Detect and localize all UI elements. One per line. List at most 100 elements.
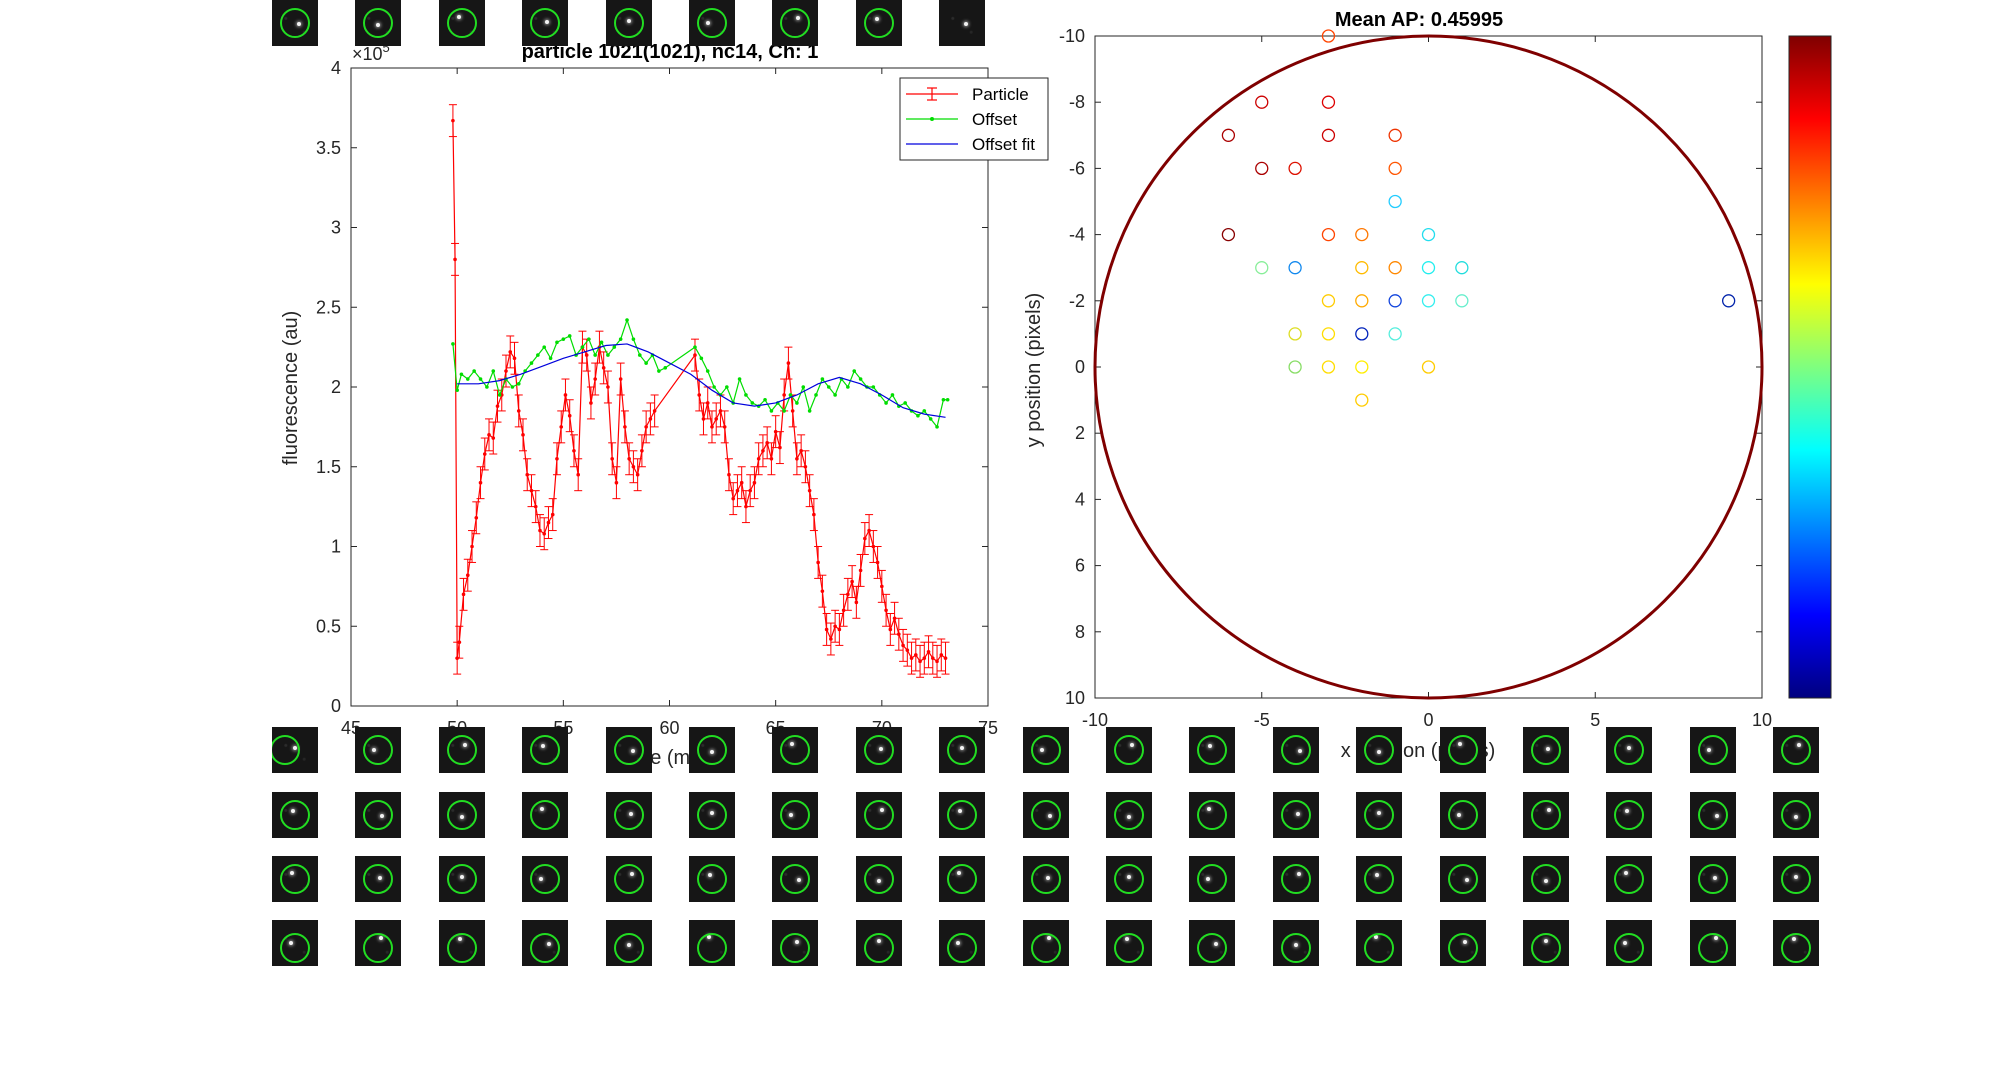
particle-ring — [697, 933, 727, 963]
particle-ring — [1114, 735, 1144, 765]
data-point-particle — [601, 366, 606, 370]
data-point-particle — [799, 449, 803, 453]
thumbnail-background — [1356, 792, 1402, 838]
data-point-particle — [516, 409, 521, 413]
particle-thumbnail — [1523, 920, 1569, 966]
data-point-offset — [782, 409, 786, 413]
data-point-particle — [610, 456, 614, 461]
particle-ring — [447, 735, 477, 765]
particle-ring — [363, 933, 393, 963]
data-point-particle — [572, 449, 576, 453]
particle-ring — [1031, 800, 1061, 830]
data-point-offset — [935, 425, 939, 429]
particle-ring — [1698, 800, 1728, 830]
particle-thumbnail — [856, 0, 902, 46]
particle-ring — [1448, 933, 1478, 963]
particle-ring — [447, 800, 477, 830]
data-point-offset — [612, 345, 617, 349]
particle-thumbnail — [1690, 856, 1736, 902]
particle-thumbnail — [1773, 920, 1819, 966]
data-point-particle — [820, 589, 825, 593]
particle-ring — [614, 933, 644, 963]
data-point-offset — [510, 385, 515, 389]
data-point-particle — [593, 377, 597, 381]
particle-thumbnail — [606, 856, 652, 902]
particle-ring — [780, 864, 810, 894]
data-point-particle — [504, 369, 508, 373]
particle-thumbnail — [1273, 792, 1319, 838]
particle-ring — [1614, 800, 1644, 830]
particle-thumbnail — [1523, 856, 1569, 902]
data-point-particle — [461, 592, 466, 597]
particle-thumbnail — [522, 920, 568, 966]
data-point-particle — [914, 653, 918, 657]
particle-thumbnail — [1356, 727, 1402, 773]
particle-ring — [363, 735, 393, 765]
data-point-particle — [584, 353, 589, 357]
particle-ring — [1698, 735, 1728, 765]
data-point-offset — [890, 393, 895, 397]
data-point-particle — [854, 600, 859, 605]
data-point-particle — [482, 452, 487, 456]
particle-ring — [614, 735, 644, 765]
particle-ring — [363, 864, 393, 894]
data-point-particle — [786, 361, 791, 365]
particle-thumbnail — [355, 792, 401, 838]
y-tick-label: 0.5 — [316, 616, 341, 636]
data-point-particle — [567, 413, 572, 418]
data-point-particle — [841, 608, 846, 613]
particle-thumbnail — [1189, 856, 1235, 902]
data-point-offset — [485, 385, 489, 389]
data-point-offset — [712, 385, 716, 389]
data-point-offset — [903, 401, 907, 405]
data-point-particle — [701, 417, 706, 421]
data-point-offset — [884, 401, 888, 405]
data-point-particle — [727, 472, 731, 477]
particle-ring — [864, 735, 894, 765]
data-point-particle — [935, 659, 939, 664]
particle-thumbnail — [1440, 856, 1486, 902]
particle-thumbnail — [272, 792, 318, 838]
particle-ring — [1698, 864, 1728, 894]
data-point-offset — [555, 340, 559, 345]
particle-ring — [947, 933, 977, 963]
data-point-offset — [451, 342, 455, 346]
data-point-particle — [705, 401, 710, 405]
particle-thumbnail — [1523, 792, 1569, 838]
data-point-offset — [459, 372, 464, 377]
data-point-particle — [761, 449, 765, 453]
thumbnail-background — [689, 792, 735, 838]
data-point-offset — [858, 377, 863, 381]
data-point-particle — [858, 568, 863, 573]
particle-thumbnail — [522, 792, 568, 838]
particle-ring — [280, 8, 310, 38]
particle-ring — [864, 864, 894, 894]
data-point-particle — [521, 433, 525, 437]
y-tick-label: 1.5 — [316, 457, 341, 477]
particle-thumbnail — [772, 856, 818, 902]
particle-thumbnail — [1690, 920, 1736, 966]
particle-thumbnail — [355, 727, 401, 773]
particle-thumbnail — [1690, 727, 1736, 773]
particle-ring — [614, 8, 644, 38]
data-point-particle — [576, 472, 580, 477]
particle-thumbnail — [939, 856, 985, 902]
data-point-particle — [748, 488, 752, 493]
legend-label-offset-fit: Offset fit — [972, 135, 1035, 154]
data-point-offset — [725, 385, 729, 389]
thumbnail-background — [522, 792, 568, 838]
data-point-particle — [635, 472, 640, 477]
particle-thumbnail — [939, 727, 985, 773]
data-point-particle — [693, 353, 697, 357]
particle-ring — [1031, 735, 1061, 765]
particle-ring — [1531, 800, 1561, 830]
data-point-offset — [455, 388, 459, 392]
data-point-particle — [778, 445, 782, 450]
particle-ring — [780, 735, 810, 765]
data-point-offset — [657, 369, 661, 373]
particle-ring — [864, 800, 894, 830]
data-point-particle — [508, 350, 513, 354]
data-point-particle — [606, 385, 610, 389]
data-point-particle — [803, 464, 808, 469]
